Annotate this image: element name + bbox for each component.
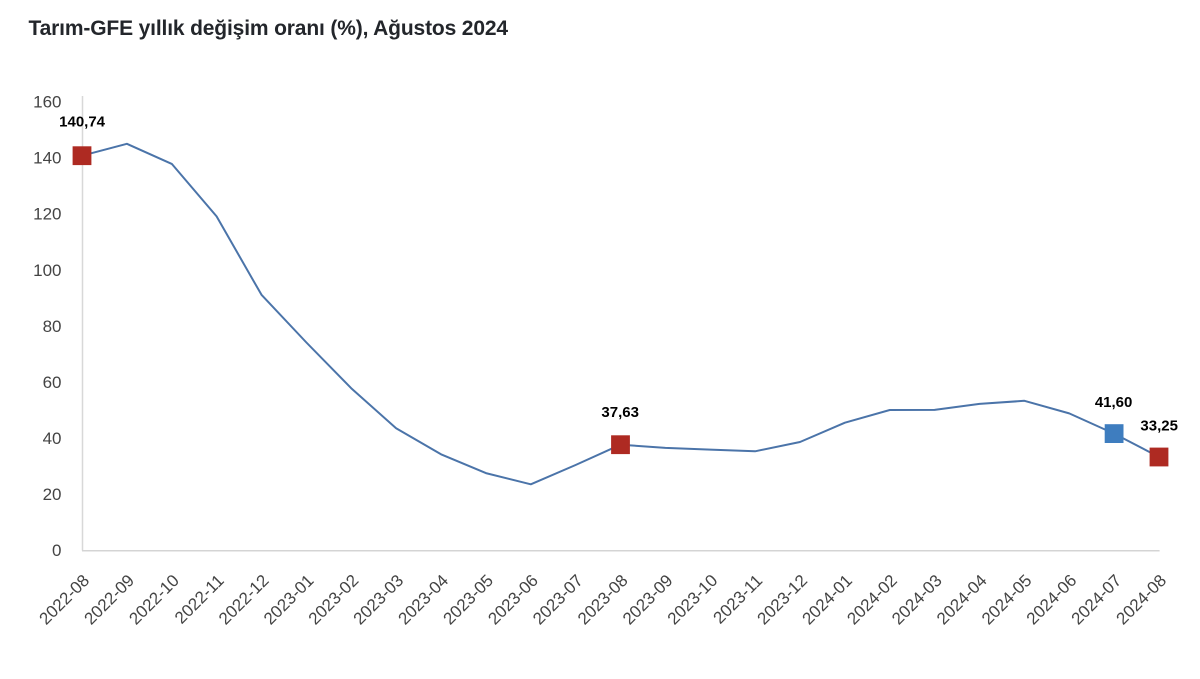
svg-text:0: 0 [52,541,61,560]
svg-text:120: 120 [33,205,61,224]
svg-text:41,60: 41,60 [1095,394,1133,411]
svg-text:100: 100 [33,261,61,280]
svg-text:140: 140 [33,149,61,168]
svg-text:160: 160 [33,93,61,112]
svg-text:20: 20 [43,485,62,504]
svg-text:140,74: 140,74 [59,114,106,131]
svg-text:40: 40 [43,429,62,448]
svg-text:2023-10: 2023-10 [664,571,722,629]
svg-text:80: 80 [43,317,62,336]
svg-text:60: 60 [43,373,62,392]
svg-text:2024-08: 2024-08 [1113,571,1171,629]
svg-text:2022-10: 2022-10 [125,571,183,629]
svg-text:33,25: 33,25 [1140,418,1178,435]
svg-text:Tarım-GFE yıllık değişim oranı: Tarım-GFE yıllık değişim oranı (%), Ağus… [29,17,509,40]
svg-text:37,63: 37,63 [601,404,639,421]
